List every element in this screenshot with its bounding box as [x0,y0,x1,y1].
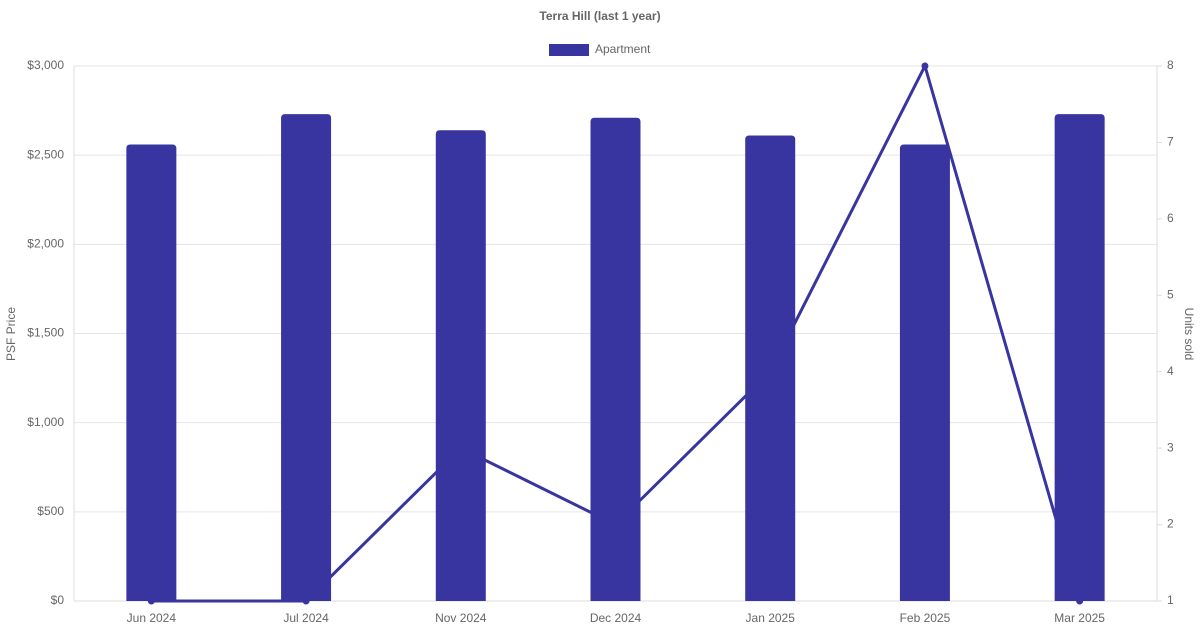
x-tick-label: Dec 2024 [590,611,642,625]
y-tick-label: $2,000 [27,237,64,251]
y2-tick-label: 2 [1167,517,1174,531]
y-tick-label: $2,500 [27,147,64,161]
bar [899,144,950,601]
bar [1054,114,1105,602]
y-tick-label: $0 [51,593,65,607]
x-tick-label: Nov 2024 [435,611,487,625]
bar [745,135,796,602]
x-tick-label: Mar 2025 [1054,611,1105,625]
y2-tick-label: 3 [1167,440,1174,454]
legend-label: Apartment [595,42,651,56]
y2-tick-label: 7 [1167,135,1174,149]
y2-tick-label: 5 [1167,287,1174,301]
y-tick-label: $500 [37,504,64,518]
y2-tick-label: 1 [1167,593,1174,607]
y-axis-label: PSF Price [4,307,18,361]
bar [126,144,177,601]
x-tick-label: Jun 2024 [127,611,177,625]
y2-tick-label: 8 [1167,58,1174,72]
y2-tick-label: 4 [1167,364,1174,378]
x-tick-label: Jan 2025 [746,611,796,625]
y-tick-label: $1,000 [27,415,64,429]
y-tick-label: $1,500 [27,326,64,340]
y2-tick-label: 6 [1167,211,1174,225]
legend-swatch [549,44,589,56]
bar [281,114,332,602]
y2-axis-label: Units sold [1182,308,1196,361]
bar [590,117,641,601]
x-tick-label: Feb 2025 [900,611,951,625]
bar [435,130,486,601]
y-tick-label: $3,000 [27,58,64,72]
line-point [921,62,929,70]
x-tick-label: Jul 2024 [283,611,329,625]
chart-title: Terra Hill (last 1 year) [539,9,660,23]
